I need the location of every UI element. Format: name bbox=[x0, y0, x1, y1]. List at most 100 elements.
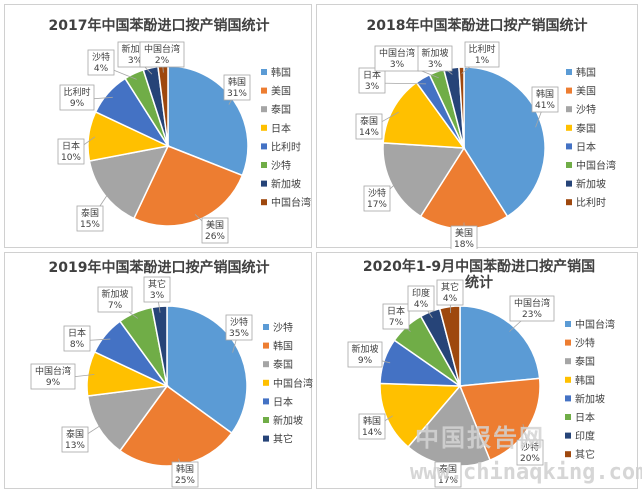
chart-title: 2017年中国苯酚进口按产销国统计 bbox=[49, 17, 270, 34]
callout-percent: 14% bbox=[362, 428, 382, 438]
legend-swatch bbox=[566, 180, 572, 187]
legend-swatch bbox=[261, 106, 267, 113]
callout-percent: 2% bbox=[155, 56, 170, 66]
legend-swatch bbox=[566, 143, 572, 150]
callout-name: 日本 bbox=[363, 69, 381, 81]
legend-label: 日本 bbox=[273, 395, 293, 408]
legend-label: 韩国 bbox=[575, 374, 595, 387]
legend-label: 沙特 bbox=[271, 160, 291, 172]
callout-name: 日本 bbox=[387, 305, 405, 317]
legend-swatch bbox=[566, 162, 572, 168]
callout-percent: 3% bbox=[428, 60, 443, 70]
legend-swatch bbox=[565, 451, 571, 458]
callout-name: 韩国 bbox=[363, 415, 381, 427]
callout-box bbox=[223, 74, 251, 101]
callout-name: 中国台湾 bbox=[35, 365, 71, 377]
callout-percent: 4% bbox=[94, 64, 109, 74]
callout-box bbox=[358, 67, 386, 94]
callout-name: 日本 bbox=[62, 140, 80, 152]
chart-title: 2019年中国苯酚进口按产销国统计 bbox=[49, 259, 270, 276]
callout-box bbox=[417, 45, 453, 72]
legend-label: 泰国 bbox=[575, 355, 595, 368]
legend-label: 印度 bbox=[575, 430, 595, 443]
callout-box bbox=[434, 461, 462, 488]
legend-swatch bbox=[566, 124, 572, 131]
callout-name: 泰国 bbox=[360, 115, 378, 127]
callout-name: 印度 bbox=[412, 287, 430, 299]
legend-swatch bbox=[566, 87, 572, 94]
callout-box bbox=[509, 295, 555, 322]
callout-name: 新加坡 bbox=[421, 47, 448, 59]
legend-swatch bbox=[565, 376, 571, 383]
callout-box bbox=[374, 45, 420, 72]
callout-percent: 25% bbox=[175, 476, 195, 486]
legend-swatch bbox=[566, 199, 572, 206]
pie-slice bbox=[438, 305, 461, 387]
callout-box bbox=[30, 363, 76, 390]
legend-swatch bbox=[566, 106, 572, 113]
legend-label: 泰国 bbox=[576, 122, 596, 135]
legend-label: 新加坡 bbox=[271, 178, 301, 191]
callout-percent: 17% bbox=[367, 200, 387, 210]
pie-chart-2017: 2017年中国苯酚进口按产销国统计韩国31%韩国美国26%美国泰国15%泰国日本… bbox=[49, 17, 311, 244]
callout-percent: 7% bbox=[389, 318, 404, 328]
callout-percent: 9% bbox=[70, 99, 85, 109]
legend-label: 新加坡 bbox=[576, 178, 606, 191]
callout-box bbox=[201, 217, 229, 244]
legend-label: 韩国 bbox=[271, 66, 291, 79]
legend-label: 其它 bbox=[273, 433, 293, 446]
callout-percent: 18% bbox=[454, 240, 474, 249]
chart-panel-2019: 2019年中国苯酚进口按产销国统计 沙特 35% 沙特 韩国 25% 韩国 泰国 13% 泰国 中国… bbox=[4, 252, 313, 489]
callout-percent: 14% bbox=[359, 128, 379, 138]
chart-title: 2018年中国苯酚进口按产销国统计 bbox=[367, 17, 588, 34]
chart-panel-2018: 2018年中国苯酚进口按产销国统计 韩国 41% 韩国 美国 18% 美国 沙特 17% 沙特 泰国… bbox=[316, 4, 638, 249]
legend-swatch bbox=[565, 339, 571, 346]
callout-name: 沙特 bbox=[92, 51, 110, 63]
legend-label: 韩国 bbox=[576, 66, 596, 79]
legend-label: 中国台湾 bbox=[273, 377, 313, 390]
legend-swatch bbox=[261, 69, 267, 75]
legend-swatch bbox=[566, 69, 572, 75]
pie-chart-2018: 2018年中国苯酚进口按产销国统计韩国41%韩国美国18%美国沙特17%沙特泰国… bbox=[355, 17, 616, 249]
callout-name: 中国台湾 bbox=[379, 47, 415, 59]
callout-name: 泰国 bbox=[66, 428, 84, 440]
legend-swatch bbox=[263, 342, 269, 349]
legend-swatch bbox=[261, 124, 267, 131]
callout-percent: 13% bbox=[65, 441, 85, 451]
legend-swatch bbox=[565, 321, 571, 327]
callout-box bbox=[61, 426, 89, 453]
callout-name: 泰国 bbox=[439, 463, 457, 475]
callout-name: 比利时 bbox=[468, 43, 495, 55]
callout-name: 韩国 bbox=[228, 76, 246, 88]
callout-box bbox=[63, 325, 91, 352]
callout-box bbox=[225, 314, 253, 341]
pie-slice bbox=[459, 305, 541, 387]
legend-label: 沙特 bbox=[576, 104, 596, 116]
callout-percent: 31% bbox=[227, 89, 247, 99]
legend-label: 沙特 bbox=[575, 338, 595, 350]
callout-box bbox=[59, 84, 95, 111]
pie-slice bbox=[458, 66, 465, 149]
legend-swatch bbox=[263, 379, 269, 386]
callout-box bbox=[143, 276, 171, 303]
callout-box bbox=[516, 439, 544, 466]
callout-percent: 7% bbox=[108, 301, 123, 311]
callout-percent: 35% bbox=[229, 329, 249, 339]
callout-percent: 20% bbox=[520, 454, 540, 464]
callout-box bbox=[97, 286, 133, 313]
chart-panel-2020: 2020年1-9月中国苯酚进口按产销国 统计 中国台湾 23% 中国台湾 沙特 20% 沙特泰… bbox=[316, 252, 638, 489]
legend-swatch bbox=[565, 432, 571, 439]
callout-box bbox=[464, 41, 500, 68]
legend-swatch bbox=[261, 199, 267, 206]
pie-slice bbox=[88, 144, 170, 220]
legend-label: 泰国 bbox=[273, 358, 293, 371]
callout-percent: 1% bbox=[475, 56, 490, 66]
chart-title: 统计 bbox=[465, 274, 493, 291]
callout-box bbox=[139, 41, 185, 68]
legend-swatch bbox=[263, 361, 269, 368]
legend-swatch bbox=[263, 435, 269, 442]
callout-percent: 3% bbox=[365, 82, 380, 92]
legend-swatch bbox=[263, 417, 269, 423]
callout-percent: 4% bbox=[414, 300, 429, 310]
